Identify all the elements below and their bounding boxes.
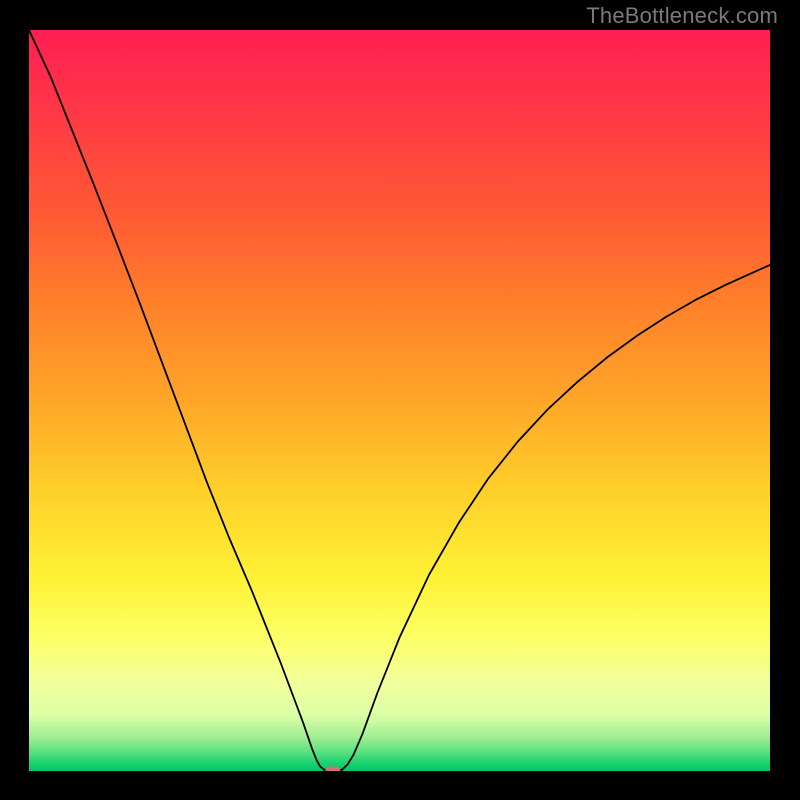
plot-svg — [29, 30, 770, 771]
chart-frame: TheBottleneck.com — [0, 0, 800, 800]
gradient-background — [29, 30, 770, 771]
plot-area — [29, 30, 770, 771]
watermark-text: TheBottleneck.com — [586, 3, 778, 29]
minimum-marker — [326, 767, 340, 771]
